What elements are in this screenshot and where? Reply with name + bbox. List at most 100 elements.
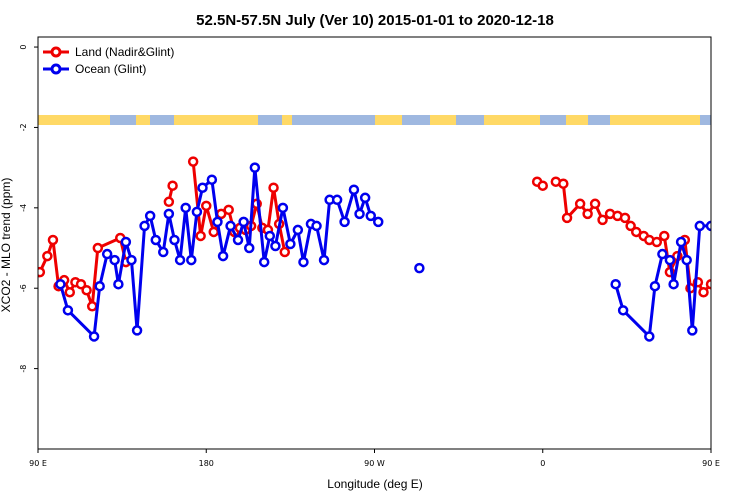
data-point-land	[47, 234, 59, 246]
chart-title: 52.5N-57.5N July (Ver 10) 2015-01-01 to …	[196, 12, 554, 29]
map-strip-land-patch	[282, 115, 292, 125]
data-point-land	[651, 236, 663, 248]
y-axis: 0 -2 -4 -6 -8	[19, 45, 38, 373]
data-point-ocean	[644, 331, 655, 342]
data-point-ocean	[150, 234, 162, 246]
legend-label-land: Land (Nadir&Glint)	[75, 45, 174, 59]
data-point-ocean	[318, 254, 330, 266]
data-point-ocean	[311, 220, 322, 232]
x-axis-label: Longitude (deg E)	[327, 477, 422, 491]
data-point-land	[42, 250, 53, 262]
data-point-land	[223, 204, 234, 216]
data-point-ocean	[109, 254, 120, 266]
x-tick-label: 0	[540, 459, 545, 468]
map-strip-land-patch	[566, 115, 588, 125]
data-point-land	[735, 244, 743, 252]
data-point-land	[705, 278, 711, 290]
data-point-ocean	[694, 220, 706, 232]
data-point-ocean	[62, 305, 74, 316]
data-point-ocean	[705, 220, 711, 232]
map-strip-land-patch	[484, 115, 540, 125]
data-point-ocean	[144, 210, 156, 222]
data-point-ocean	[232, 234, 244, 246]
map-strip-ocean	[38, 115, 711, 125]
data-point-ocean	[668, 278, 679, 290]
data-point-ocean	[264, 230, 276, 242]
x-tick-label: 90 E	[702, 459, 720, 468]
data-point-ocean	[243, 242, 255, 254]
data-point-land	[195, 230, 206, 242]
map-strip-land-patch	[430, 115, 456, 125]
data-point-ocean	[365, 210, 377, 222]
data-point-land	[597, 214, 608, 226]
data-point-land	[625, 220, 636, 232]
map-strip-land-patch	[375, 115, 402, 125]
data-point-ocean	[610, 278, 621, 290]
map-strip-land-patch	[610, 115, 700, 125]
data-point-ocean	[139, 220, 150, 232]
data-point-ocean	[131, 325, 143, 336]
x-tick-label: 90 E	[29, 459, 47, 468]
data-point-land	[86, 301, 98, 312]
x-axis: 90 E 180 90 W 0 90 E	[29, 449, 720, 468]
data-point-ocean	[88, 331, 100, 342]
y-axis-label: XCO2 - MLO trend (ppm)	[0, 178, 13, 313]
data-point-ocean	[191, 206, 203, 218]
data-point-ocean	[169, 234, 180, 246]
y-tick-label: -4	[19, 204, 28, 212]
data-point-ocean	[158, 246, 169, 258]
map-strip-land-patch	[174, 115, 258, 125]
legend-marker-land	[50, 46, 62, 58]
data-point-ocean	[197, 182, 208, 193]
x-tick-label: 90 W	[364, 459, 385, 468]
data-point-land	[630, 226, 642, 238]
data-point-ocean	[217, 250, 229, 262]
data-point-ocean	[414, 262, 425, 274]
data-point-ocean	[206, 174, 218, 185]
data-point-ocean	[186, 254, 197, 266]
series-line-ocean	[614, 224, 711, 338]
data-point-ocean	[617, 305, 629, 316]
data-point-land	[187, 156, 199, 167]
data-point-ocean	[359, 192, 371, 204]
legend-marker-ocean	[50, 63, 62, 75]
data-point-land	[81, 284, 92, 296]
series-ocean	[55, 162, 711, 342]
data-point-ocean	[354, 208, 365, 220]
y-tick-label: 0	[19, 45, 28, 50]
y-tick-label: -6	[19, 284, 28, 292]
data-point-land	[92, 242, 104, 254]
data-point-land	[167, 180, 178, 191]
data-point-ocean	[372, 216, 384, 228]
data-point-land	[201, 200, 212, 212]
x-tick-label: 180	[199, 459, 214, 468]
data-point-land	[64, 286, 76, 298]
data-point-ocean	[664, 254, 676, 266]
data-point-ocean	[339, 216, 350, 228]
data-point-ocean	[681, 254, 692, 266]
data-point-ocean	[120, 236, 132, 248]
y-tick-label: -8	[19, 365, 28, 373]
data-point-ocean	[163, 208, 175, 220]
data-point-land	[279, 246, 291, 258]
data-point-land	[38, 266, 46, 278]
map-strip-land	[38, 115, 700, 125]
data-point-ocean	[657, 248, 668, 260]
data-point-ocean	[258, 256, 270, 268]
data-point-land	[208, 226, 219, 238]
map-strip-land-patch	[136, 115, 150, 125]
map-strip-land-patch	[38, 115, 110, 125]
data-point-land	[659, 230, 670, 242]
data-point-land	[574, 198, 586, 210]
data-point-ocean	[249, 162, 261, 173]
data-point-land	[714, 282, 722, 290]
data-point-land	[582, 208, 593, 220]
data-point-land	[698, 286, 709, 298]
data-point-land	[589, 198, 601, 210]
data-point-land	[163, 196, 175, 208]
data-point-ocean	[331, 194, 343, 206]
data-point-ocean	[238, 216, 249, 228]
y-tick-label: -2	[19, 123, 28, 131]
plot-frame	[37, 36, 712, 450]
data-point-ocean	[55, 278, 66, 290]
